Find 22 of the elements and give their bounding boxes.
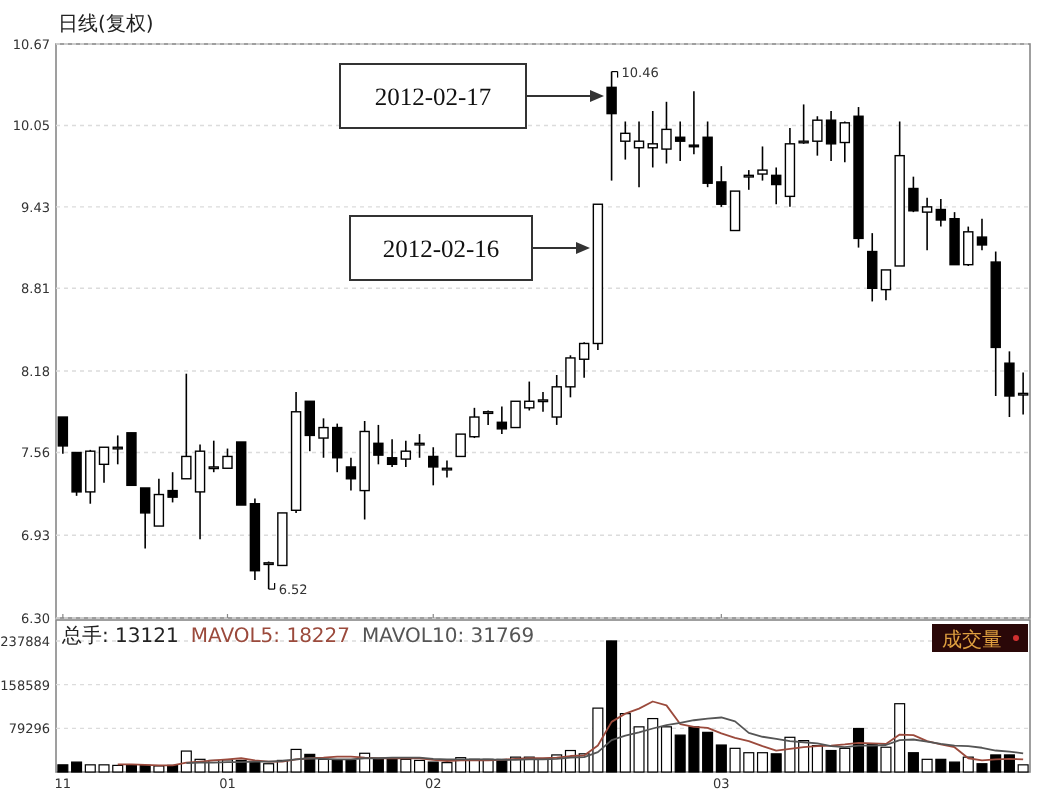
annotation: 总手: 13121: [60, 624, 179, 648]
candlestick: [414, 433, 425, 459]
candlestick: [400, 439, 412, 468]
candlestick: [441, 459, 453, 479]
candlestick: [770, 166, 782, 206]
candlestick: [482, 409, 494, 426]
text: MAVOL5: 18227: [190, 626, 351, 648]
annotation: 2012-02-17: [374, 83, 492, 111]
candlestick: [139, 487, 151, 550]
annotation: 成交量: [942, 628, 1002, 652]
candlestick: [976, 217, 988, 252]
candlestick: [743, 169, 754, 191]
candlestick: [880, 269, 892, 301]
chart-title: 日线(复权): [58, 12, 154, 36]
text: MAVOL10: 31769: [362, 626, 535, 648]
candlestick: [57, 416, 69, 455]
candlestick: [867, 232, 878, 303]
candlestick: [386, 438, 398, 468]
annotation: 2012-02-16: [382, 235, 500, 263]
candlestick: [428, 446, 439, 487]
line-series: [185, 716, 1025, 765]
candlestick: [757, 145, 768, 182]
